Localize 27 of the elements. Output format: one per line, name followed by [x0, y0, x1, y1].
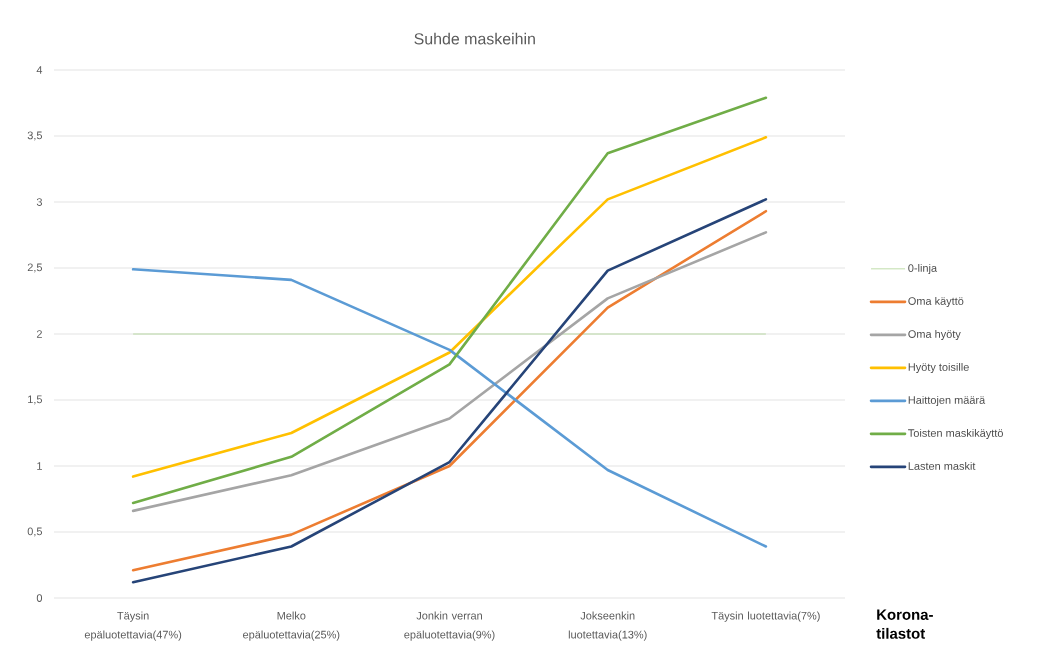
line-series	[131, 268, 768, 548]
legend-label: 0-linja	[908, 263, 938, 275]
x-tick-label: Jonkin verran epäluotettavia(9%)	[404, 611, 495, 641]
y-tick-label: 1	[37, 462, 42, 470]
x-axis-title: Korona-tilastot	[876, 609, 933, 639]
x-tick-label: Täysin luotettavia(7%)	[711, 611, 820, 622]
y-tick-label: 0	[36, 594, 43, 602]
y-tick-label: 2,5	[27, 263, 43, 273]
legend-label: Haittojen määrä	[908, 395, 986, 407]
y-tick-label: 3,5	[27, 131, 43, 141]
y-tick-label: 0,5	[27, 527, 43, 537]
line-series	[131, 231, 768, 513]
x-tick-label: Jokseenkin luotettavia(13%)	[568, 611, 647, 641]
legend-label: Toisten maskikäyttö	[908, 428, 1003, 440]
line-series	[131, 136, 768, 478]
legend-label: Lasten maskit	[908, 461, 976, 470]
y-tick-label: 3	[36, 198, 42, 206]
legend-label: Oma käyttö	[908, 296, 964, 308]
chart-title: Suhde maskeihin	[414, 32, 535, 45]
y-tick-label: 4	[36, 66, 43, 74]
legend-label: Oma hyöty	[908, 329, 961, 341]
x-tick-label: Melko epäluotettavia(25%)	[243, 611, 340, 641]
x-tick-label: Täysin epäluotettavia(47%)	[84, 611, 182, 641]
line-series	[131, 96, 768, 505]
legend-label: Hyöty toisille	[908, 362, 969, 374]
y-tick-label: 1,5	[28, 395, 43, 405]
y-tick-label: 2	[36, 330, 42, 338]
